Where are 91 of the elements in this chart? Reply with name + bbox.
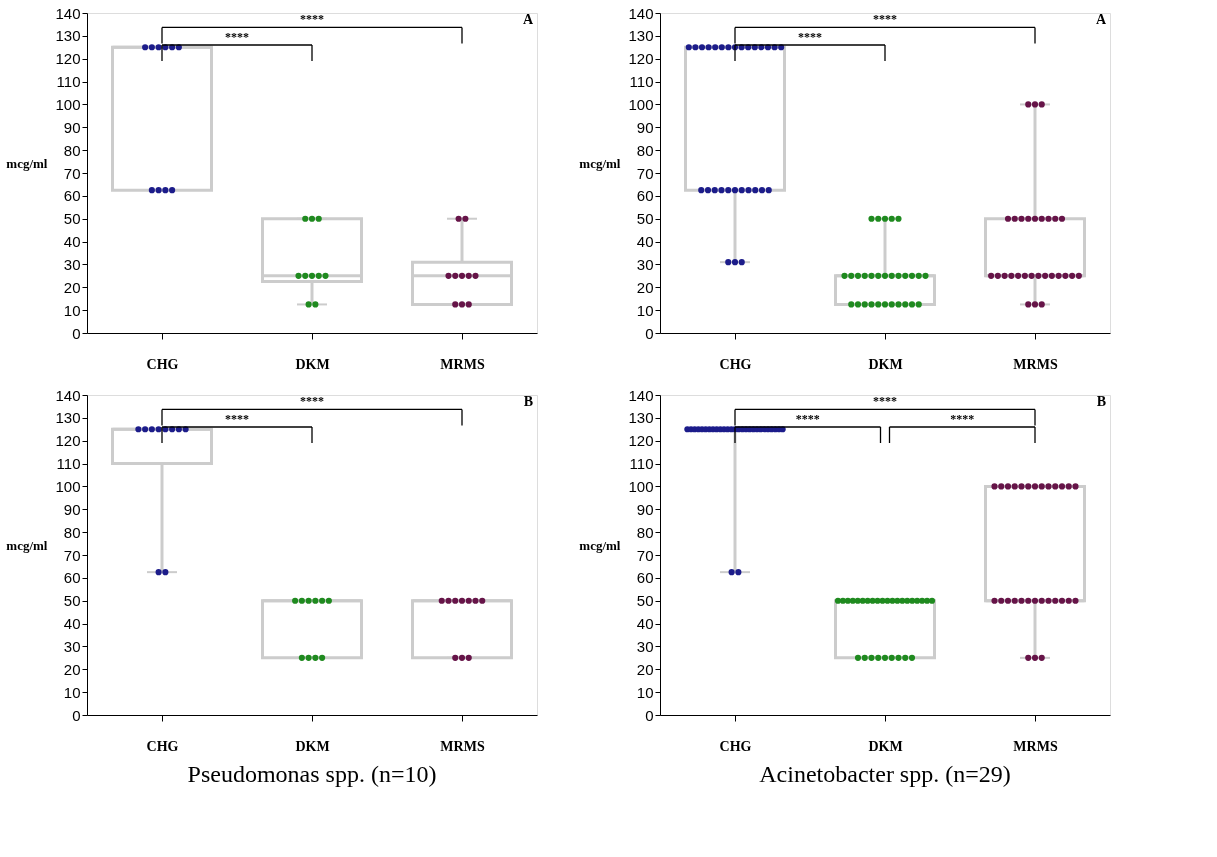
y-tick-label: 100	[55, 95, 81, 113]
y-tick-label: 140	[628, 386, 654, 404]
y-tick-label: 50	[636, 592, 654, 610]
annotation: B	[1096, 394, 1106, 409]
annotation: ****	[300, 12, 324, 27]
text: Pseudomonas spp. (n=10)	[187, 761, 437, 787]
y-tick-label: 30	[636, 255, 654, 273]
y-tick-label: 0	[72, 706, 81, 724]
y-tick-label: 70	[636, 164, 654, 182]
y-tick-label: 80	[63, 523, 81, 541]
x-tick-label: DKM	[868, 738, 903, 754]
y-tick-label: 100	[55, 477, 81, 495]
y-tick-label: 40	[636, 233, 654, 251]
y-tick-label: 60	[636, 569, 654, 587]
y-tick-label: 70	[63, 164, 81, 182]
y-tick-label: 140	[628, 4, 654, 22]
x-tick-label: MRMS	[440, 738, 485, 754]
y-axis-title: mcg/ml	[6, 537, 48, 553]
x-tick-label: MRMS	[1013, 738, 1058, 754]
text: Acinetobacter spp. (n=29)	[759, 761, 1011, 787]
annotation: B	[523, 394, 533, 409]
x-tick-label: DKM	[295, 738, 330, 754]
y-tick-label: 120	[55, 432, 81, 450]
x-tick-label: DKM	[295, 356, 330, 372]
x-tick-label: CHG	[719, 738, 752, 754]
y-tick-label: 120	[55, 50, 81, 68]
y-tick-label: 50	[63, 592, 81, 610]
y-tick-label: 120	[628, 432, 654, 450]
annotation: ****	[873, 12, 897, 27]
y-tick-label: 110	[56, 73, 81, 91]
y-tick-label: 70	[63, 546, 81, 564]
y-tick-label: 100	[628, 95, 654, 113]
y-tick-label: 60	[63, 187, 81, 205]
y-tick-label: 20	[63, 660, 81, 678]
y-tick-label: 130	[628, 409, 654, 427]
y-tick-label: 110	[629, 73, 654, 91]
y-tick-label: 110	[56, 455, 81, 473]
x-tick-label: MRMS	[1013, 356, 1058, 372]
y-tick-label: 10	[63, 683, 81, 701]
y-tick-label: 10	[636, 683, 654, 701]
y-tick-label: 50	[63, 210, 81, 228]
y-tick-label: 0	[72, 324, 81, 342]
y-tick-label: 110	[629, 455, 654, 473]
y-tick-label: 90	[636, 500, 654, 518]
y-tick-label: 40	[636, 615, 654, 633]
y-axis-title: mcg/ml	[579, 155, 621, 171]
y-tick-label: 60	[636, 187, 654, 205]
annotation: ****	[798, 30, 822, 44]
x-tick-label: CHG	[146, 356, 179, 372]
y-tick-label: 100	[628, 477, 654, 495]
annotation: ****	[225, 30, 249, 44]
y-tick-label: 20	[63, 278, 81, 296]
annotation: ****	[225, 412, 249, 426]
y-tick-label: 30	[636, 637, 654, 655]
x-tick-label: MRMS	[440, 356, 485, 372]
y-tick-label: 140	[55, 386, 81, 404]
y-tick-label: 90	[63, 118, 81, 136]
y-tick-label: 0	[645, 324, 654, 342]
y-tick-label: 60	[63, 569, 81, 587]
y-tick-label: 20	[636, 660, 654, 678]
y-axis-title: mcg/ml	[6, 155, 48, 171]
y-tick-label: 130	[628, 27, 654, 45]
y-tick-label: 90	[63, 500, 81, 518]
y-tick-label: 50	[636, 210, 654, 228]
y-tick-label: 70	[636, 546, 654, 564]
y-tick-label: 90	[636, 118, 654, 136]
y-tick-label: 80	[63, 141, 81, 159]
y-tick-label: 130	[55, 409, 81, 427]
y-tick-label: 30	[63, 255, 81, 273]
x-tick-label: CHG	[146, 738, 179, 754]
annotation: ****	[873, 394, 897, 409]
annotation: ****	[300, 394, 324, 409]
y-tick-label: 10	[63, 301, 81, 319]
annotation: A	[1095, 12, 1107, 27]
y-tick-label: 80	[636, 141, 654, 159]
y-tick-label: 130	[55, 27, 81, 45]
x-tick-label: CHG	[719, 356, 752, 372]
y-tick-label: 40	[63, 233, 81, 251]
annotation: ****	[950, 412, 975, 426]
y-tick-label: 20	[636, 278, 654, 296]
y-tick-label: 80	[636, 523, 654, 541]
y-tick-label: 140	[55, 4, 81, 22]
y-tick-label: 10	[636, 301, 654, 319]
annotation: A	[522, 12, 534, 27]
annotation: ****	[795, 412, 820, 426]
y-tick-label: 0	[645, 706, 654, 724]
y-tick-label: 30	[63, 637, 81, 655]
y-tick-label: 120	[628, 50, 654, 68]
x-tick-label: DKM	[868, 356, 903, 372]
y-axis-title: mcg/ml	[579, 537, 621, 553]
y-tick-label: 40	[63, 615, 81, 633]
